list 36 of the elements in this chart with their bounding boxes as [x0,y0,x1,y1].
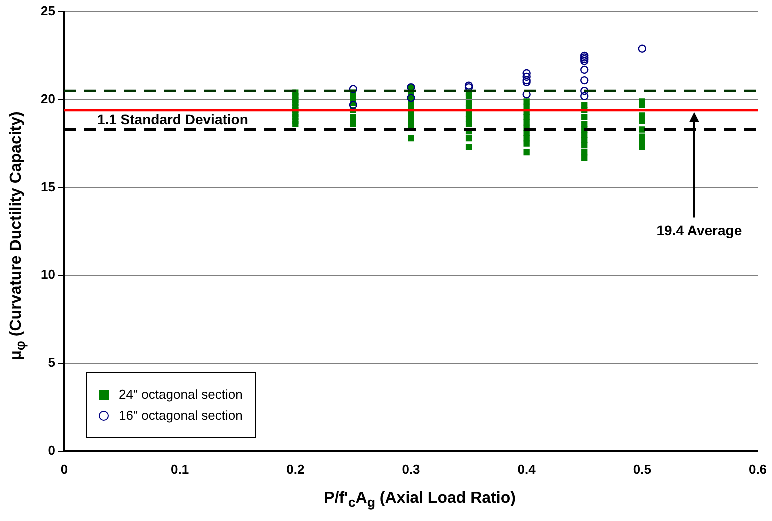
point [522,90,531,99]
point [580,54,589,62]
point [522,72,531,82]
point [580,76,589,85]
point [638,44,647,54]
point [580,66,589,74]
x-tick-label: 0.4 [518,462,537,477]
x-tick-label: 0.6 [748,462,768,477]
point [464,82,474,90]
y-tick-label: 5 [48,355,56,370]
x-axis-title: P/f'$_{c}$A$_{g}$ (Axial Load Ratio) [324,490,516,510]
point [580,55,589,64]
y-tick-label: 25 [40,4,56,19]
point [407,94,416,102]
y-tick-label: 0 [48,442,56,458]
ref-line-label: 1.1 Standard Deviation [97,112,248,128]
point [349,101,358,110]
x-tick-label: 0 [60,462,68,477]
point [522,76,531,85]
x-tick-label: 0.1 [171,462,190,477]
point [349,85,358,94]
point [580,92,589,100]
point [580,57,589,66]
point [580,86,589,96]
y-tick-label: 15 [40,179,56,194]
x-tick-label: 0.5 [633,462,652,477]
y-tick-label: 20 [40,91,56,106]
legend-label: 16" octagonal section [119,408,243,423]
legend-label: 24" octagonal section [119,387,243,402]
point [580,52,589,60]
x-tick-label: 0.2 [286,462,305,477]
x-tick-label: 0.3 [402,462,420,477]
ref-line-label: 19.4 Average [656,222,742,239]
point [522,69,531,78]
point [522,78,531,86]
y-tick-label: 10 [40,267,56,282]
